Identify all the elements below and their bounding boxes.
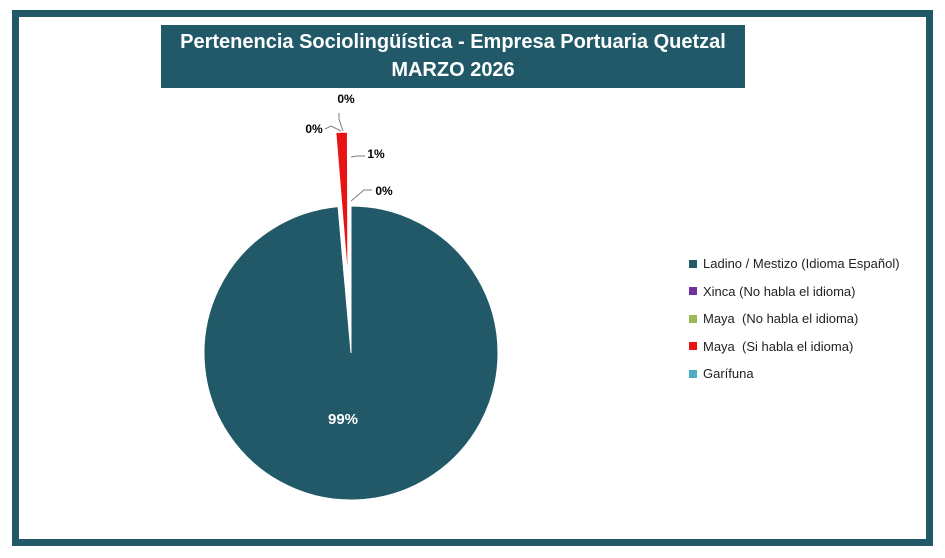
legend-label: Maya (Si habla el idioma) xyxy=(703,338,854,354)
legend-label: Ladino / Mestizo (Idioma Español) xyxy=(703,256,900,272)
data-label: 0% xyxy=(375,184,393,198)
legend-label: Xinca (No habla el idioma) xyxy=(703,283,856,299)
legend-item: Maya (No habla el idioma) xyxy=(689,305,900,333)
data-label: 99% xyxy=(328,411,358,428)
data-label: 0% xyxy=(337,92,355,106)
legend-label: Garífuna xyxy=(703,366,754,382)
legend-swatch xyxy=(689,369,697,378)
legend-swatch xyxy=(689,259,697,268)
legend-swatch xyxy=(689,314,697,323)
chart-title-box: Pertenencia Sociolingüística - Empresa P… xyxy=(161,25,745,88)
pie-slice xyxy=(335,131,349,280)
legend-swatch xyxy=(689,287,697,296)
pie-slice xyxy=(331,132,346,280)
pie-slice xyxy=(203,205,499,501)
leader-line xyxy=(350,189,372,202)
data-label: 0% xyxy=(305,122,323,136)
chart-title: Pertenencia Sociolingüística - Empresa P… xyxy=(180,31,726,53)
data-label: 1% xyxy=(367,147,385,161)
chart-subtitle: MARZO 2026 xyxy=(391,59,515,81)
leader-line xyxy=(338,113,344,132)
legend-label: Maya (No habla el idioma) xyxy=(703,311,859,327)
legend-item: Maya (Si habla el idioma) xyxy=(689,333,900,361)
legend-item: Garífuna xyxy=(689,360,900,388)
leader-line xyxy=(324,125,342,132)
legend-swatch xyxy=(689,342,697,351)
legend-item: Xinca (No habla el idioma) xyxy=(689,278,900,306)
legend: Ladino / Mestizo (Idioma Español) Xinca (… xyxy=(689,250,900,388)
legend-item: Ladino / Mestizo (Idioma Español) xyxy=(689,250,900,278)
leader-line xyxy=(350,155,365,158)
